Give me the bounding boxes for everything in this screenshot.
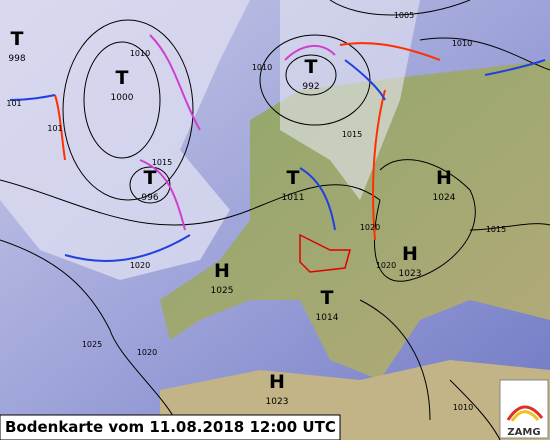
pressure-symbol: T [144,167,157,189]
pressure-symbol: H [436,167,452,189]
pressure-value: 998 [8,54,25,64]
caption-box [0,414,341,440]
isobar-label: 101 [6,99,21,108]
logo-text: ZAMG [507,427,540,438]
pressure-symbol: H [402,243,418,265]
isobar-label: 1015 [152,158,172,167]
clouds [280,0,420,200]
pressure-symbol: T [321,287,334,309]
isobar-label: 1020 [130,261,150,270]
isobar-label: 1020 [137,348,157,357]
pressure-symbol: H [269,371,285,393]
austria-outline [299,233,351,273]
europe-land [160,60,550,380]
isobar-label: 1015 [486,225,506,234]
logo-arc [506,405,544,421]
isobar-label: 1015 [342,130,362,139]
pressure-value: 1023 [399,269,422,279]
isobar-label: 1010 [453,403,473,412]
pressure-symbol: T [11,28,24,50]
pressure-value: 1025 [211,286,234,296]
isobar-label: 1025 [82,340,102,349]
isobar-label: 1005 [394,11,414,20]
pressure-value: 1000 [111,93,134,103]
pressure-symbol: T [305,56,318,78]
pressure-symbol: H [214,260,230,282]
isobar-label: 1010 [252,63,272,72]
pressure-value: 1024 [433,193,456,203]
logo-arc [510,410,540,422]
caption: Bodenkarte vom 11.08.2018 12:00 UTC [5,418,336,436]
isobar-label: 101 [47,124,62,133]
pressure-value: 1011 [282,193,305,203]
isobar-label: 1010 [130,49,150,58]
pressure-symbol: T [287,167,300,189]
pressure-value: 1014 [316,313,339,323]
clouds [0,0,250,280]
isobar-label: 1020 [376,261,396,270]
pressure-value: 992 [302,82,319,92]
isobar-label: 1010 [452,39,472,48]
pressure-symbol: T [116,67,129,89]
isobar-label: 1020 [360,223,380,232]
pressure-value: 996 [141,193,158,203]
logo-box [499,379,549,439]
pressure-value: 1023 [266,397,289,407]
fronts [9,34,546,262]
